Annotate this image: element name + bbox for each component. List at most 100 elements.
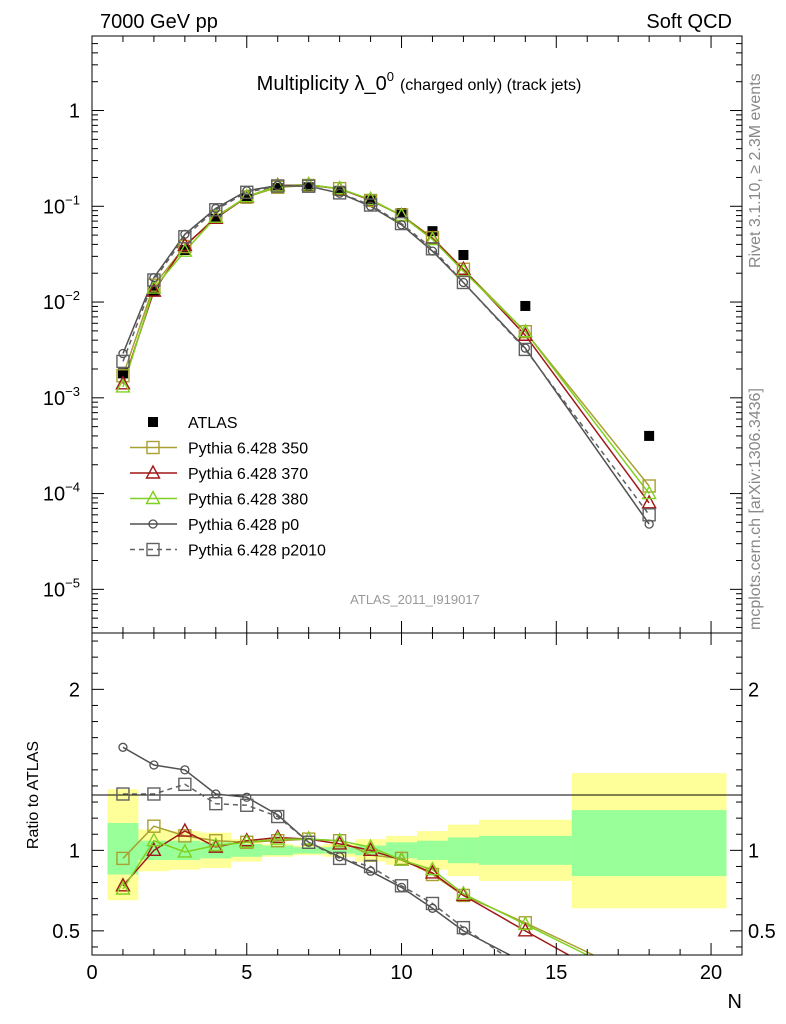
header-left: 7000 GeV pp [100,11,218,33]
ratio-point-pythia-6-428-p0 [149,760,159,770]
plot-title: Multiplicity λ_00 (charged only) (track j… [257,69,582,95]
ratio-point-pythia-6-428-p0 [118,742,128,752]
ratio-point-pythia-6-428-p2010 [301,835,316,849]
band-inner [169,840,201,861]
legend-marker-pythia-6-428-350 [146,440,160,455]
ratio-bands [107,773,727,909]
data-point-pythia-6-428-p0 [396,220,407,230]
y-tick-label-left: 1 [69,840,80,862]
band-inner [417,840,448,861]
ratio-point-pythia-6-428-p0 [458,926,469,936]
ratio-point-pythia-6-428-350 [147,819,161,833]
data-point-pythia-6-428-380 [641,485,657,500]
band-inner [478,835,572,865]
ratio-point-pythia-6-428-380 [146,832,162,847]
data-point-atlas [272,183,283,194]
x-tick-label: 15 [545,962,567,984]
ratio-point-pythia-6-428-p2010 [363,859,378,874]
ratio-point-pythia-6-428-p0 [427,903,438,913]
data-point-pythia-6-428-p0 [273,180,283,191]
y-tick-label-left: 2 [69,679,80,701]
data-point-atlas [303,182,314,193]
main-series [115,176,657,529]
data-point-pythia-6-428-p2010 [394,216,409,231]
ratio-point-pythia-6-428-370 [208,838,224,853]
data-point-pythia-6-428-p2010 [332,186,347,200]
legend-label-pythia-6-428-p2010: Pythia 6.428 p2010 [188,543,326,560]
ratio-point-pythia-6-428-380 [517,915,534,931]
ratio-point-pythia-6-428-p2010 [147,787,161,801]
y-tick-label: 10−5 [43,575,80,601]
ratio-ticks [91,633,743,955]
data-point-atlas [210,213,221,224]
data-point-pythia-6-428-p2010 [456,275,471,290]
legend-marker-atlas [148,417,158,427]
band-inner [324,847,356,854]
ratio-series [115,742,594,956]
header-right: Soft QCD [646,11,732,33]
ratio-point-pythia-6-428-380 [177,843,193,858]
ratio-point-pythia-6-428-p0 [242,792,252,802]
band-inner [447,837,479,864]
data-point-pythia-6-428-p2010 [518,342,533,357]
ratio-line-pythia-6-428-p2010 [123,783,505,956]
ratio-point-pythia-6-428-380 [115,880,131,895]
ratio-point-pythia-6-428-370 [424,864,441,879]
data-point-atlas [396,208,407,219]
y-tick-label-exponent: −4 [65,480,80,495]
data-point-pythia-6-428-370 [517,326,534,341]
ratio-frame [91,632,743,956]
y-tick-label: 10−2 [43,288,80,314]
main-y-tick-labels: 10−510−410−310−210−11 [43,101,80,602]
ratio-point-pythia-6-428-380 [362,838,379,853]
ratio-point-pythia-6-428-p0 [304,837,314,847]
data-point-pythia-6-428-370 [641,494,657,509]
ratio-point-pythia-6-428-p2010 [271,809,285,824]
ratio-point-pythia-6-428-p2010 [332,851,347,866]
y-tick-label: 10−4 [43,480,80,506]
ratio-point-pythia-6-428-380 [455,885,472,900]
data-point-atlas [365,195,376,206]
data-point-atlas [644,430,655,441]
data-point-pythia-6-428-p0 [304,181,314,191]
ratio-point-pythia-6-428-370 [115,877,131,892]
data-point-pythia-6-428-380 [115,378,131,393]
ratio-point-pythia-6-428-370 [362,841,379,857]
main-ticks [91,35,743,633]
data-point-pythia-6-428-p2010 [178,230,192,244]
y-tick-label-right: 0.5 [748,921,776,943]
x-tick-label: 10 [390,962,412,984]
ratio-point-pythia-6-428-p2010 [240,798,254,812]
y-tick-label: 1 [69,101,80,123]
ratio-point-pythia-6-428-370 [177,822,193,837]
ratio-point-pythia-6-428-p2010 [178,777,192,792]
legend-marker-pythia-6-428-370 [145,464,161,479]
data-point-pythia-6-428-p2010 [209,203,223,217]
x-tick-label: 0 [86,962,97,984]
ratio-y-label: Ratio to ATLAS [25,741,42,849]
y-tick-label-exponent: −2 [65,288,80,303]
band-inner [231,843,263,857]
ratio-point-pythia-6-428-370 [270,829,286,844]
band-inner [107,822,139,875]
rivet-label: Rivet 3.1.10, ≥ 2.3M events [747,73,764,268]
data-point-pythia-6-428-370 [146,282,162,297]
data-point-pythia-6-428-370 [115,375,131,390]
data-point-pythia-6-428-350 [116,369,130,383]
data-point-pythia-6-428-p0 [520,343,530,353]
y-tick-label-right: 2 [748,679,759,701]
data-point-pythia-6-428-p2010 [271,179,285,193]
ratio-point-pythia-6-428-380 [300,830,317,845]
data-point-pythia-6-428-p2010 [642,508,656,522]
legend-label-pythia-6-428-p0: Pythia 6.428 p0 [188,517,299,534]
data-point-pythia-6-428-p0 [365,201,376,211]
legend-label-pythia-6-428-380: Pythia 6.428 380 [188,492,308,509]
y-tick-label: 10−3 [43,384,80,410]
data-point-pythia-6-428-p0 [644,519,654,529]
data-point-pythia-6-428-350 [642,479,656,493]
band-inner [293,847,325,854]
y-tick-label-base: 10 [43,579,65,601]
y-tick-label: 10−1 [43,192,80,218]
data-point-pythia-6-428-p2010 [147,273,161,287]
